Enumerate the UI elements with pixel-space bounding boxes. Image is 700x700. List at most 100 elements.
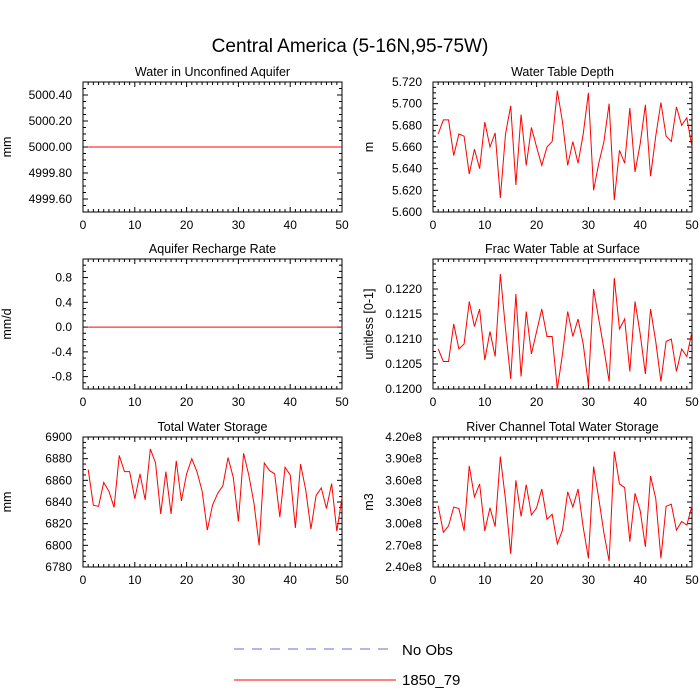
panel-title: Water Table Depth [511, 65, 614, 79]
y-tick-label: 3.00e8 [385, 517, 422, 531]
panel-total-water-storage: Total Water Storage 0 10 20 30 40 50 6780 6800 68… [0, 420, 349, 587]
x-tick-label: 20 [180, 395, 194, 409]
y-tick-label: 6880 [45, 452, 72, 466]
x-tick-label: 0 [80, 218, 87, 232]
y-tick-label: 3.90e8 [385, 452, 422, 466]
x-tick-label: 20 [180, 218, 194, 232]
panel-title: Aquifer Recharge Rate [149, 242, 276, 256]
y-tick-label: 3.60e8 [385, 473, 422, 487]
y-tick-label: 0.1215 [385, 307, 422, 321]
plot-frame [82, 258, 343, 390]
plot-frame [82, 436, 343, 568]
panel-title: River Channel Total Water Storage [466, 420, 659, 434]
x-tick-label: 50 [685, 573, 699, 587]
x-tick-label: 10 [128, 218, 142, 232]
y-tick-label: 5000.20 [29, 114, 73, 128]
panel-frac-water-table-surface: Frac Water Table at Surface 0 10 20 30 40 50 0.… [362, 242, 699, 409]
y-tick-label: 6900 [45, 430, 72, 444]
panel-title: Water in Unconfined Aquifer [135, 65, 290, 79]
x-tick-label: 0 [430, 218, 437, 232]
plot-frame [432, 436, 693, 568]
x-tick-label: 10 [478, 395, 492, 409]
panel-aquifer-recharge-rate: Aquifer Recharge Rate 0 10 20 30 40 50 -0.8 -0.4… [0, 242, 349, 409]
x-tick-label: 50 [335, 395, 349, 409]
x-tick-label: 10 [478, 218, 492, 232]
y-tick-label: 5.660 [392, 140, 422, 154]
y-tick-label: 0.1205 [385, 357, 422, 371]
x-tick-label: 10 [128, 395, 142, 409]
x-tick-label: 50 [335, 218, 349, 232]
y-tick-label: 6780 [45, 560, 72, 574]
series-line-1850_79 [437, 451, 693, 562]
x-tick-label: 20 [180, 573, 194, 587]
y-tick-label: 0.1220 [385, 282, 422, 296]
panel-water-unconfined-aquifer: Water in Unconfined Aquifer 0 10 20 30 40 50 49… [0, 65, 349, 232]
plot-frame [432, 81, 693, 213]
panels: Water in Unconfined Aquifer 0 10 20 30 40 50 49… [0, 65, 699, 587]
legend: No Obs 1850_79 [234, 642, 460, 689]
panel-title: Total Water Storage [157, 420, 267, 434]
y-tick-label: 6840 [45, 495, 72, 509]
y-tick-label: 6800 [45, 538, 72, 552]
legend-1850-79-label: 1850_79 [402, 672, 460, 689]
x-tick-label: 30 [232, 573, 246, 587]
y-axis-label: mm [0, 492, 14, 513]
y-tick-label: 5.720 [392, 75, 422, 89]
x-tick-label: 40 [284, 573, 298, 587]
y-tick-label: 5.700 [392, 97, 422, 111]
x-tick-label: 30 [582, 395, 596, 409]
x-tick-label: 30 [232, 218, 246, 232]
y-tick-label: -0.8 [51, 370, 72, 384]
y-tick-label: 4.20e8 [385, 430, 422, 444]
y-tick-label: 3.30e8 [385, 495, 422, 509]
y-axis-label: m [362, 142, 376, 152]
y-tick-label: 4999.60 [29, 192, 73, 206]
y-tick-label: 2.40e8 [385, 560, 422, 574]
y-axis-label: m3 [362, 493, 376, 510]
y-tick-label: 6820 [45, 517, 72, 531]
y-axis-label: mm/d [0, 308, 14, 339]
y-tick-label: -0.4 [51, 345, 72, 359]
x-tick-label: 30 [232, 395, 246, 409]
x-tick-label: 0 [430, 395, 437, 409]
x-tick-label: 50 [685, 218, 699, 232]
y-axis-label: mm [0, 137, 14, 158]
x-tick-label: 0 [80, 395, 87, 409]
panel-river-channel-water-storage: River Channel Total Water Storage 0 10 20 30… [362, 420, 699, 587]
y-tick-label: 0.0 [55, 320, 72, 334]
x-tick-label: 20 [530, 395, 544, 409]
x-tick-label: 30 [582, 218, 596, 232]
y-tick-label: 2.70e8 [385, 538, 422, 552]
x-tick-label: 50 [335, 573, 349, 587]
x-tick-label: 40 [634, 218, 648, 232]
y-tick-label: 6860 [45, 473, 72, 487]
y-tick-label: 5000.00 [29, 140, 73, 154]
legend-no-obs-label: No Obs [402, 642, 453, 659]
y-tick-label: 0.4 [55, 295, 72, 309]
panel-title: Frac Water Table at Surface [485, 242, 640, 256]
panel-water-table-depth: Water Table Depth 0 10 20 30 40 50 5.600 5.620 5.… [362, 65, 699, 232]
x-tick-label: 40 [634, 395, 648, 409]
x-tick-label: 20 [530, 573, 544, 587]
x-tick-label: 50 [685, 395, 699, 409]
y-tick-label: 5.680 [392, 118, 422, 132]
y-tick-label: 5.640 [392, 162, 422, 176]
series-line-1850_79 [87, 448, 343, 546]
y-tick-label: 5.620 [392, 183, 422, 197]
series-line-1850_79 [437, 273, 693, 390]
x-tick-label: 40 [284, 395, 298, 409]
x-tick-label: 20 [530, 218, 544, 232]
x-tick-label: 40 [634, 573, 648, 587]
y-tick-label: 0.8 [55, 271, 72, 285]
y-axis-label: unitless [0-1] [362, 289, 376, 360]
series-line-1850_79 [437, 90, 693, 201]
y-tick-label: 5.600 [392, 205, 422, 219]
y-tick-label: 0.1200 [385, 382, 422, 396]
x-tick-label: 0 [430, 573, 437, 587]
x-tick-label: 0 [80, 573, 87, 587]
y-tick-label: 4999.80 [29, 166, 73, 180]
x-tick-label: 10 [128, 573, 142, 587]
y-tick-label: 0.1210 [385, 332, 422, 346]
x-tick-label: 10 [478, 573, 492, 587]
